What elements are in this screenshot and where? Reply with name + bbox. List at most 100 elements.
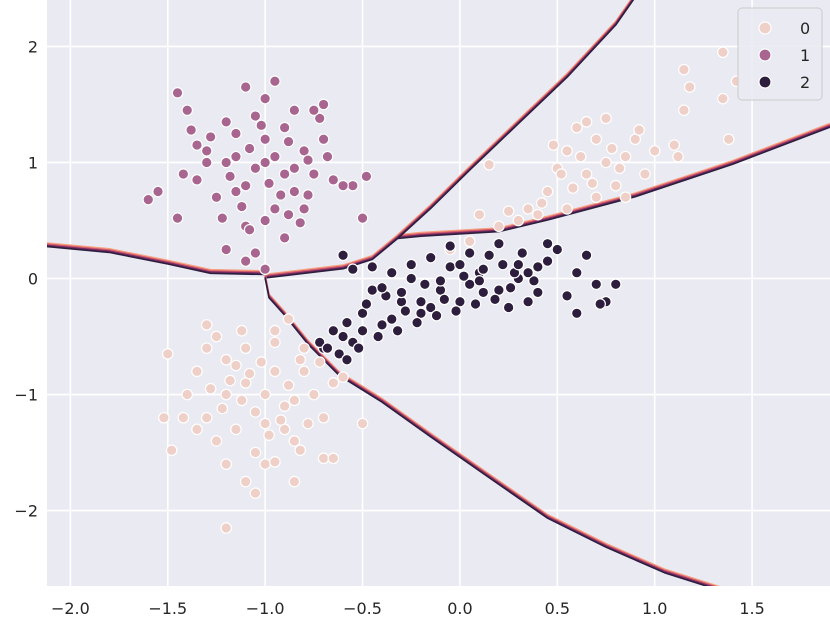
point-series-2-22	[541, 255, 554, 267]
point-series-0-47	[337, 371, 349, 383]
legend-marker-1	[758, 48, 772, 62]
point-series-0-44	[220, 522, 232, 534]
point-series-0-49	[249, 487, 262, 499]
point-series-1-64	[302, 189, 314, 201]
point-series-0-46	[356, 417, 369, 430]
point-series-2-39	[561, 290, 573, 302]
legend-label-1: 1	[800, 46, 810, 65]
point-series-1-43	[171, 212, 184, 224]
point-series-0-56	[313, 356, 326, 368]
y-tick-label-2: 0	[28, 269, 38, 288]
point-series-2-78	[341, 316, 353, 329]
point-series-2-59	[346, 263, 359, 276]
point-series-0-11	[259, 388, 271, 401]
point-series-1-14	[200, 145, 213, 157]
point-series-1-28	[302, 154, 314, 166]
point-series-0-100	[522, 203, 534, 215]
point-series-1-52	[337, 179, 349, 192]
point-series-0-80	[633, 124, 645, 136]
point-series-0-51	[269, 324, 281, 337]
point-series-2-41	[541, 237, 554, 250]
y-axis-ticks: 2 1 0 −1 −2	[14, 37, 38, 520]
point-series-2-65	[477, 263, 490, 276]
point-series-1-11	[278, 121, 291, 134]
point-series-0-6	[210, 330, 223, 343]
x-tick-label-2: −1.0	[246, 599, 285, 618]
point-series-0-65	[609, 179, 622, 192]
point-series-0-38	[204, 382, 217, 395]
point-series-1-22	[191, 174, 203, 186]
point-series-0-24	[210, 435, 223, 447]
point-series-1-18	[220, 116, 232, 128]
point-series-1-32	[313, 112, 326, 125]
point-series-0-8	[230, 423, 242, 436]
point-series-2-52	[430, 309, 443, 322]
point-series-0-20	[230, 359, 242, 372]
point-series-1-31	[255, 119, 268, 132]
point-series-1-29	[224, 170, 236, 183]
point-series-1-23	[278, 232, 291, 244]
point-series-0-17	[317, 411, 330, 424]
point-series-0-2	[278, 400, 291, 412]
point-series-2-44	[313, 336, 326, 349]
legend-marker-2	[758, 75, 772, 89]
point-series-0-84	[678, 104, 690, 117]
point-series-2-9	[532, 261, 544, 273]
point-series-0-95	[493, 220, 505, 233]
point-series-0-70	[648, 145, 661, 157]
point-series-0-82	[567, 182, 579, 194]
point-series-1-61	[259, 156, 271, 169]
point-series-2-72	[454, 258, 466, 271]
point-series-0-71	[532, 208, 544, 221]
point-series-1-40	[191, 139, 203, 151]
point-series-2-15	[522, 295, 534, 308]
point-series-0-81	[586, 177, 599, 190]
point-series-0-102	[600, 112, 612, 125]
point-series-1-27	[243, 142, 256, 155]
point-series-1-50	[356, 212, 369, 224]
point-series-1-53	[360, 170, 373, 183]
point-series-1-25	[263, 177, 275, 190]
point-series-0-42	[177, 411, 190, 424]
point-series-2-67	[493, 237, 505, 250]
point-series-0-90	[722, 133, 735, 146]
point-series-0-79	[547, 139, 560, 151]
legend-label-0: 0	[800, 19, 810, 38]
point-series-2-5	[376, 319, 388, 331]
point-series-1-62	[288, 162, 301, 175]
point-series-1-39	[181, 104, 194, 117]
point-series-0-103	[555, 168, 568, 180]
point-series-1-54	[220, 243, 232, 256]
point-series-0-19	[298, 365, 310, 378]
point-series-0-13	[239, 342, 252, 354]
point-series-1-42	[152, 185, 164, 198]
point-series-2-58	[337, 249, 349, 262]
point-series-2-49	[372, 330, 384, 343]
point-series-2-42	[570, 307, 583, 320]
point-series-1-56	[259, 263, 271, 276]
point-series-0-22	[249, 406, 262, 418]
point-series-0-29	[224, 374, 236, 387]
point-series-2-27	[496, 258, 509, 271]
point-series-2-38	[609, 278, 622, 291]
point-series-0-48	[327, 452, 340, 465]
point-series-0-92	[502, 205, 515, 217]
point-series-0-16	[259, 458, 271, 470]
point-series-1-12	[259, 214, 271, 227]
point-series-1-45	[239, 81, 252, 93]
point-series-2-34	[551, 243, 564, 256]
point-series-2-74	[512, 258, 525, 271]
point-series-2-35	[570, 266, 583, 279]
point-series-2-30	[399, 305, 412, 317]
point-series-1-37	[185, 124, 197, 136]
point-series-0-10	[191, 365, 203, 378]
point-series-2-51	[411, 316, 423, 329]
point-series-0-45	[288, 475, 301, 488]
x-tick-label-4: 0.0	[447, 599, 472, 618]
point-series-2-29	[360, 298, 373, 310]
point-series-1-4	[220, 156, 232, 169]
point-series-2-64	[463, 247, 476, 259]
point-series-0-50	[235, 324, 248, 337]
point-series-0-36	[243, 367, 256, 380]
